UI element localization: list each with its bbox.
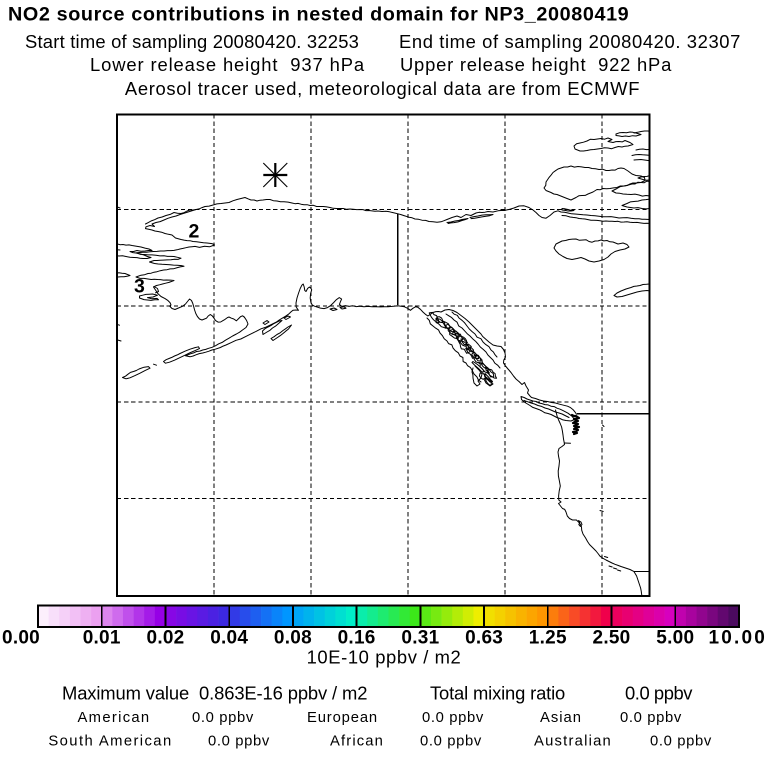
svg-text:0.0 ppbv: 0.0 ppbv: [625, 683, 693, 704]
svg-text:0.0 ppbv: 0.0 ppbv: [422, 710, 484, 726]
svg-text:0.63: 0.63: [465, 628, 503, 649]
svg-text:0.0 ppbv: 0.0 ppbv: [208, 733, 270, 749]
svg-text:South American: South American: [48, 733, 172, 749]
svg-text:0.08: 0.08: [274, 628, 312, 649]
svg-text:0.16: 0.16: [338, 628, 376, 649]
svg-text:NO2 source contributions in ne: NO2 source contributions in nested domai…: [8, 4, 629, 26]
svg-text:1.25: 1.25: [529, 628, 567, 649]
svg-text:2.50: 2.50: [593, 628, 631, 649]
svg-text:End time of sampling 20080420.: End time of sampling 20080420. 32307: [399, 31, 741, 52]
svg-text:Asian: Asian: [540, 710, 582, 726]
svg-text:0.04: 0.04: [210, 628, 248, 649]
svg-text:0.31: 0.31: [401, 628, 439, 649]
svg-text:0.0 ppbv: 0.0 ppbv: [420, 733, 482, 749]
svg-text:0.0 ppbv: 0.0 ppbv: [620, 710, 682, 726]
svg-text:10E-10 ppbv / m2: 10E-10 ppbv / m2: [307, 646, 462, 667]
svg-text:Australian: Australian: [534, 733, 612, 749]
svg-text:Lower release height 937 hPa: Lower release height 937 hPa: [90, 54, 365, 75]
svg-text:2: 2: [189, 221, 200, 243]
svg-text:European: European: [307, 710, 378, 726]
svg-text:Upper release height 922 hPa: Upper release height 922 hPa: [400, 54, 672, 75]
svg-text:0.0 ppbv: 0.0 ppbv: [650, 733, 712, 749]
svg-text:0.0 ppbv: 0.0 ppbv: [192, 710, 254, 726]
svg-text:American: American: [78, 710, 151, 726]
svg-text:0.01: 0.01: [83, 628, 121, 649]
svg-text:0.00: 0.00: [2, 628, 40, 649]
svg-text:Aerosol tracer used, meteorolo: Aerosol tracer used, meteorological data…: [125, 78, 640, 99]
svg-text:Total mixing ratio: Total mixing ratio: [430, 683, 565, 704]
svg-text:Start time of sampling 2008042: Start time of sampling 20080420. 32253: [25, 31, 359, 52]
svg-text:Maximum value 0.863E-16 ppbv: Maximum value 0.863E-16 ppbv / m2: [62, 683, 367, 704]
svg-text:3: 3: [134, 276, 145, 298]
svg-text:0.02: 0.02: [147, 628, 185, 649]
svg-text:5.00: 5.00: [656, 628, 694, 649]
svg-text:10.00: 10.00: [708, 628, 767, 649]
svg-text:African: African: [330, 733, 384, 749]
